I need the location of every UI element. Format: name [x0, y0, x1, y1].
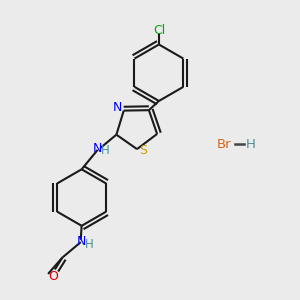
Text: H: H	[85, 238, 94, 251]
Text: H: H	[246, 138, 256, 151]
Text: N: N	[77, 235, 86, 248]
Text: Br: Br	[217, 138, 232, 151]
Text: N: N	[112, 101, 122, 114]
Text: O: O	[49, 270, 58, 283]
Text: H: H	[101, 144, 110, 157]
Text: N: N	[93, 142, 102, 154]
Text: Cl: Cl	[153, 24, 165, 37]
Text: S: S	[140, 144, 148, 157]
